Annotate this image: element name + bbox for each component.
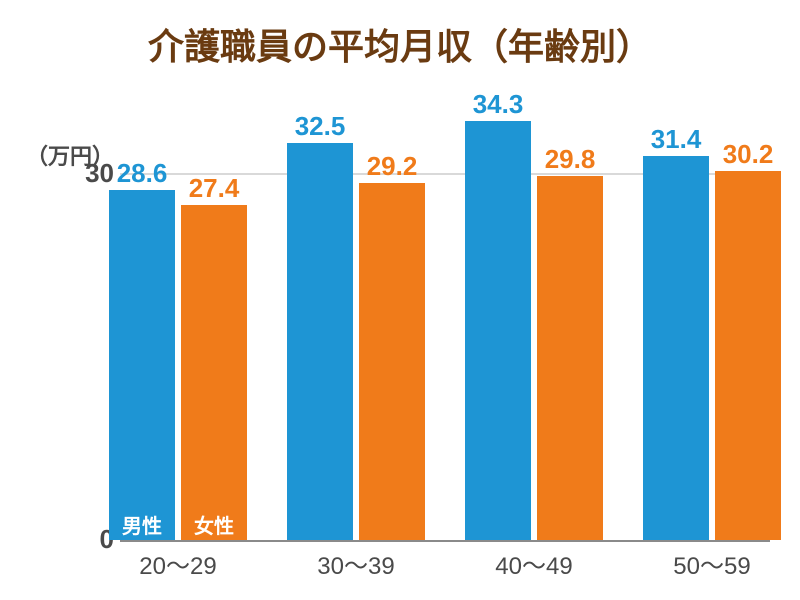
value-label: 32.5	[286, 111, 354, 142]
y-axis-unit: （万円）	[26, 139, 114, 171]
bar-female	[537, 176, 603, 540]
value-label: 31.4	[642, 124, 710, 155]
chart-area: 030（万円）28.6男性27.4女性20～2932.529.230～3934.…	[0, 0, 800, 600]
value-label: 30.2	[714, 139, 782, 170]
x-axis-label: 40～49	[465, 546, 603, 581]
value-label: 28.6	[108, 158, 176, 189]
value-label: 34.3	[464, 89, 532, 120]
bar-male	[643, 156, 709, 540]
x-axis-label: 20～29	[109, 546, 247, 581]
bar-male	[465, 121, 531, 540]
legend-female: 女性	[181, 510, 247, 539]
value-label: 27.4	[180, 173, 248, 204]
x-axis-label: 30～39	[287, 546, 425, 581]
value-label: 29.8	[536, 144, 604, 175]
bar-female	[181, 205, 247, 540]
x-axis-label: 50～59	[643, 546, 781, 581]
y-tick-label: 0	[64, 524, 114, 555]
legend-male: 男性	[109, 510, 175, 539]
bar-female	[715, 171, 781, 540]
bar-female	[359, 183, 425, 540]
value-label: 29.2	[358, 151, 426, 182]
x-axis-baseline	[120, 540, 770, 542]
bar-male	[109, 190, 175, 540]
bar-male	[287, 143, 353, 540]
